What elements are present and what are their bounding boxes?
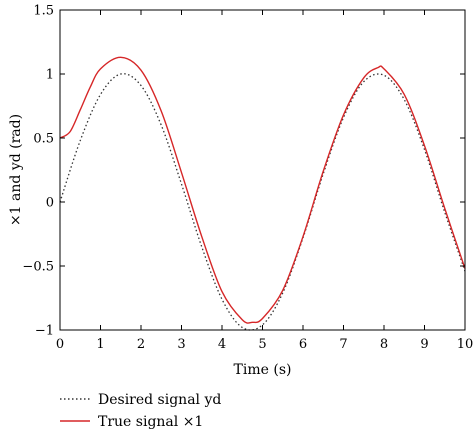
y-tick-label: 0	[46, 196, 54, 211]
legend: Desired signal yd True signal ×1	[60, 392, 221, 430]
plot-lines	[59, 56, 466, 331]
series-line-desired	[59, 73, 466, 331]
x-tick-label: 9	[420, 337, 428, 352]
x-tick-label: 0	[56, 337, 64, 352]
y-axis-ticks: −1 −0.5 0 0.5 1 1.5	[22, 4, 465, 339]
x-tick-label: 1	[96, 337, 104, 352]
x-tick-label: 4	[218, 337, 226, 352]
y-axis-label: ×1 and yd (rad)	[8, 114, 24, 226]
y-tick-label: 0.5	[33, 132, 54, 147]
x-tick-label: 10	[457, 337, 474, 352]
y-tick-label: 1	[46, 68, 54, 83]
x-tick-label: 7	[339, 337, 347, 352]
x-tick-label: 8	[380, 337, 388, 352]
x-axis-label: Time (s)	[234, 362, 292, 378]
x-axis-ticks: 0 1 2 3 4 5 6 7 8 9 10	[56, 10, 473, 352]
legend-label-true: True signal ×1	[98, 414, 203, 430]
y-tick-label: −1	[35, 324, 54, 339]
series-line-true	[59, 56, 466, 324]
x-tick-label: 5	[258, 337, 266, 352]
x-tick-label: 2	[137, 337, 145, 352]
x-tick-label: 3	[177, 337, 185, 352]
x-tick-label: 6	[299, 337, 307, 352]
legend-label-desired: Desired signal yd	[98, 392, 221, 408]
y-tick-label: −0.5	[22, 260, 54, 275]
y-tick-label: 1.5	[33, 4, 54, 19]
